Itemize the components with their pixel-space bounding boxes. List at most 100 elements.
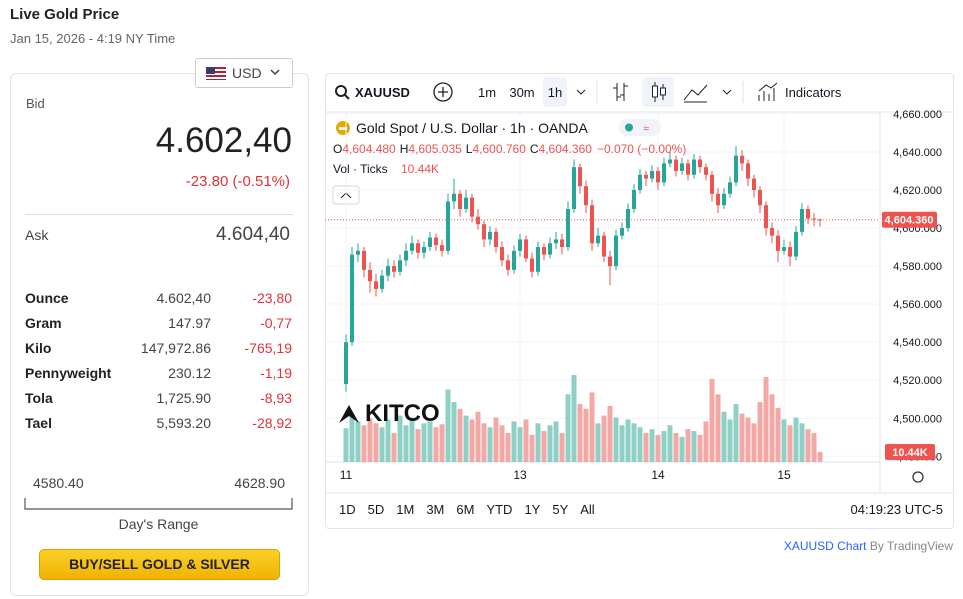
y-tick-label: 4,660.000 xyxy=(893,109,942,121)
volume-bar xyxy=(361,425,367,462)
volume-bar xyxy=(571,375,577,462)
range-button[interactable]: 3M xyxy=(426,502,444,517)
candle-body xyxy=(614,235,618,267)
y-tick-label: 4,620.000 xyxy=(893,185,942,197)
buy-sell-button[interactable]: BUY/SELL GOLD & SILVER xyxy=(39,549,280,580)
currency-select[interactable]: USD xyxy=(195,58,293,88)
range-button[interactable]: 5Y xyxy=(552,502,568,517)
interval[interactable]: 1m xyxy=(478,85,496,100)
volume-bar xyxy=(607,405,613,462)
volume-bar xyxy=(661,431,667,462)
candle-body xyxy=(674,159,678,171)
candle-body xyxy=(566,209,570,248)
attribution[interactable]: XAUUSD Chart By TradingView xyxy=(784,539,953,553)
candle-body xyxy=(770,228,774,236)
candle-body xyxy=(776,235,780,251)
ohlc-legend: O4,604.480 H4,605.035 L4,600.760 C4,604.360… xyxy=(333,142,686,156)
range-button[interactable]: All xyxy=(580,502,595,517)
volume-bar xyxy=(589,392,595,462)
candle-body xyxy=(692,159,696,175)
volume-bar xyxy=(379,427,385,462)
candle-body xyxy=(746,163,750,179)
volume-bar xyxy=(421,423,427,462)
volume-bar xyxy=(523,419,529,462)
candle-body xyxy=(650,170,654,179)
volume-bar xyxy=(577,404,583,462)
volume-bar xyxy=(343,428,349,462)
ohlc-change: −0.070 (−0.00%) xyxy=(597,142,686,156)
candles-icon xyxy=(652,85,658,98)
chart-frame xyxy=(325,73,954,529)
candle-body xyxy=(812,218,816,220)
volume-bar xyxy=(769,394,775,462)
unit-price: 147,972.86 xyxy=(140,340,211,356)
bid-price: 4.602,40 xyxy=(155,121,292,160)
candle-body xyxy=(482,224,486,240)
unit-name: Tola xyxy=(25,390,53,406)
interval-menu[interactable] xyxy=(576,89,586,95)
unit-price: 4.602,40 xyxy=(156,290,212,306)
candle-body xyxy=(464,197,468,210)
settings-icon[interactable] xyxy=(912,471,924,483)
y-tick-label: 4,580.000 xyxy=(893,261,942,273)
volume-bar xyxy=(403,425,409,462)
unit-name: Pennyweight xyxy=(25,365,112,381)
ohlc-key: O xyxy=(333,142,342,156)
candle-body xyxy=(560,239,564,248)
candle-body xyxy=(446,201,450,251)
interval[interactable]: 30m xyxy=(509,85,534,100)
flag xyxy=(206,67,226,80)
indicators-icon[interactable] xyxy=(758,82,778,101)
range-button[interactable]: 1D xyxy=(339,502,356,517)
volume-bar xyxy=(709,378,715,462)
range-button[interactable]: 6M xyxy=(456,502,474,517)
range-button[interactable]: 1Y xyxy=(524,502,540,517)
candle-body xyxy=(554,239,558,244)
candle-body xyxy=(800,209,804,232)
chart-type-icon[interactable] xyxy=(683,84,708,103)
bars-icon[interactable] xyxy=(613,83,628,101)
volume-bar xyxy=(445,389,451,462)
range-label: Day's Range xyxy=(118,516,199,532)
search-icon[interactable] xyxy=(335,85,347,97)
volume-bar xyxy=(547,425,553,462)
volume-bar xyxy=(469,419,475,462)
volume-bar xyxy=(787,425,793,462)
interval[interactable]: 1h xyxy=(548,85,562,100)
compare-button[interactable] xyxy=(433,82,453,102)
volume-bar xyxy=(649,429,655,462)
ohlc-value: 4,600.760 xyxy=(472,142,526,156)
vol-label: Vol · Ticks xyxy=(333,162,388,176)
volume-bar xyxy=(781,419,787,462)
range-button[interactable]: 1M xyxy=(396,502,414,517)
range-button[interactable]: 5D xyxy=(368,502,385,517)
indicators[interactable]: Indicators xyxy=(785,85,842,100)
volume-bar xyxy=(775,407,781,462)
candle-body xyxy=(362,250,366,270)
clock: 04:19:23 UTC-5 xyxy=(851,502,944,517)
range-button[interactable]: YTD xyxy=(486,502,512,517)
volume-bar xyxy=(733,404,739,462)
x-tick-label: 11 xyxy=(340,468,353,482)
candle-body xyxy=(536,247,540,272)
candle-body xyxy=(452,193,456,202)
ohlc-value: 4,604.480 xyxy=(342,142,396,156)
volume-bar xyxy=(793,417,799,462)
interval-active xyxy=(543,77,567,107)
volume-bar xyxy=(463,415,469,462)
volume-bar xyxy=(805,429,811,462)
unit-change: -0,77 xyxy=(260,315,292,331)
candle-body xyxy=(662,163,666,183)
ask-price: 4.604,40 xyxy=(216,224,290,245)
range-bar xyxy=(24,498,293,510)
volume-bar xyxy=(499,425,505,462)
candle-body xyxy=(704,167,708,175)
chart-type-menu[interactable] xyxy=(722,89,732,95)
candle-body xyxy=(734,155,738,183)
candle-body xyxy=(356,250,360,255)
candle-body xyxy=(698,159,702,168)
unit-change: -765,19 xyxy=(244,340,292,356)
candle-body xyxy=(782,247,786,251)
attribution-link[interactable]: XAUUSD Chart xyxy=(783,539,867,553)
candle-body xyxy=(806,209,810,219)
